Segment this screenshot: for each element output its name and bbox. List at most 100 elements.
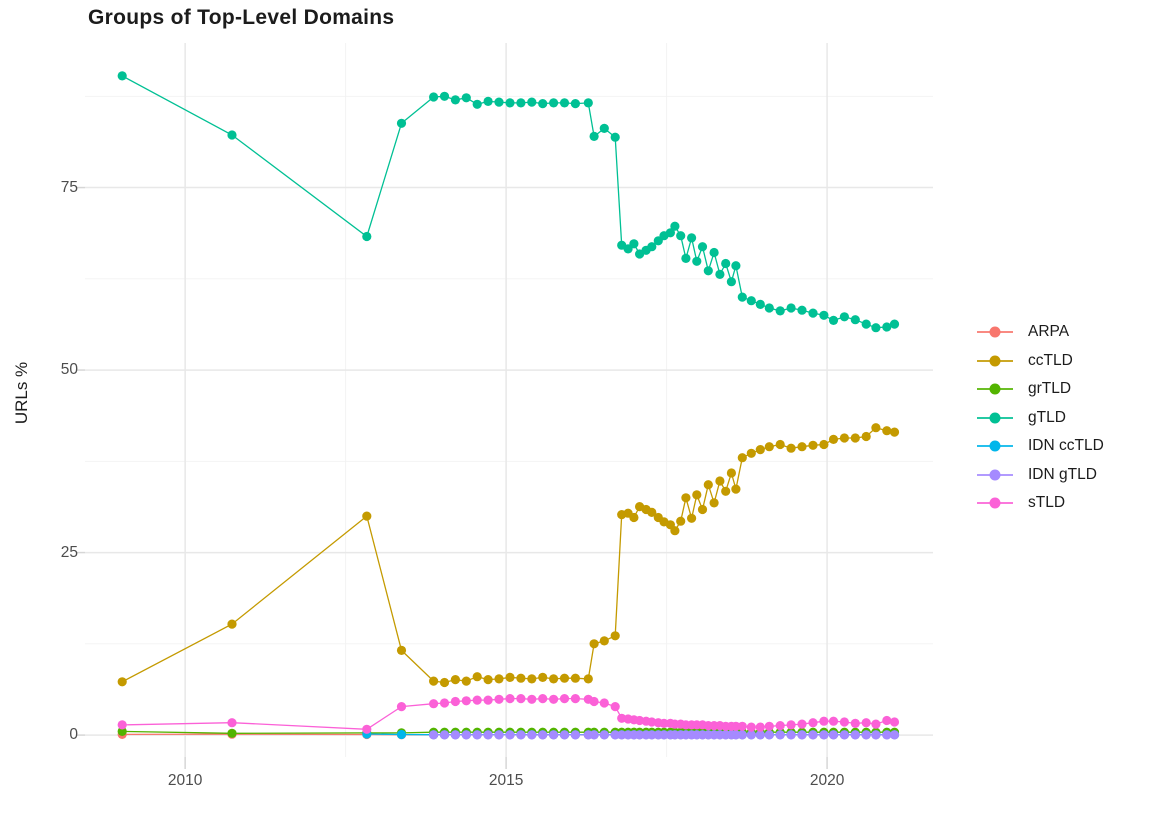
data-point xyxy=(808,308,818,318)
data-point xyxy=(819,716,829,726)
legend-key-icon xyxy=(977,326,1013,338)
data-point xyxy=(494,730,504,740)
data-point xyxy=(583,98,593,108)
data-point xyxy=(850,433,860,443)
data-point xyxy=(610,730,620,740)
data-point xyxy=(861,431,871,442)
data-point xyxy=(483,730,493,740)
data-point xyxy=(538,730,548,740)
data-point xyxy=(362,724,372,734)
data-point xyxy=(659,730,669,740)
data-point xyxy=(439,91,450,101)
data-point xyxy=(721,486,731,496)
data-point xyxy=(889,730,900,740)
data-point xyxy=(439,730,450,740)
data-point xyxy=(589,730,599,740)
data-point xyxy=(538,672,548,683)
data-point xyxy=(483,675,493,685)
legend-item-gtld: gTLD xyxy=(976,404,1104,433)
data-point xyxy=(889,427,900,437)
legend-item-label: grTLD xyxy=(1028,380,1072,398)
data-point xyxy=(797,305,807,315)
data-point xyxy=(755,722,765,732)
data-point xyxy=(861,730,871,740)
data-point xyxy=(687,513,697,523)
legend-key-icon xyxy=(977,355,1013,367)
data-point xyxy=(828,730,839,740)
legend-item-idn-gtld: IDN gTLD xyxy=(976,461,1104,490)
data-point xyxy=(687,233,697,243)
data-point xyxy=(715,476,725,486)
data-point xyxy=(786,730,796,740)
data-point xyxy=(396,702,407,712)
data-point xyxy=(882,715,892,726)
legend-item-label: IDN ccTLD xyxy=(1028,437,1104,455)
data-point xyxy=(737,730,747,740)
data-point xyxy=(429,699,439,709)
series-line-gtld xyxy=(121,75,895,329)
data-point xyxy=(709,247,719,258)
data-point xyxy=(828,315,839,325)
data-point xyxy=(764,442,774,452)
data-point xyxy=(871,423,881,433)
data-point xyxy=(617,730,627,740)
data-point xyxy=(676,516,686,526)
legend-item-cctld: ccTLD xyxy=(976,347,1104,376)
data-point xyxy=(850,730,860,740)
data-point xyxy=(227,619,237,629)
data-point xyxy=(871,730,881,740)
data-point xyxy=(828,716,839,726)
data-point xyxy=(647,242,657,252)
data-point xyxy=(494,694,504,704)
data-point xyxy=(647,507,657,517)
legend-key-icon xyxy=(977,412,1013,424)
y-tick-label: 75 xyxy=(60,178,78,196)
data-point xyxy=(882,730,892,740)
data-point xyxy=(828,434,839,444)
data-point xyxy=(808,730,818,740)
data-point xyxy=(450,730,460,740)
data-point xyxy=(889,319,900,329)
data-point xyxy=(117,71,127,81)
data-point xyxy=(697,504,708,515)
data-point xyxy=(505,98,515,108)
data-point xyxy=(396,645,407,656)
data-point xyxy=(731,484,741,494)
data-point xyxy=(589,639,599,649)
data-point xyxy=(709,498,719,508)
data-point xyxy=(505,694,515,704)
data-point xyxy=(583,674,593,684)
legend-item-label: gTLD xyxy=(1028,408,1066,426)
data-point xyxy=(775,306,785,316)
data-point xyxy=(472,695,482,705)
data-point xyxy=(396,118,407,128)
data-point xyxy=(746,448,756,458)
data-point xyxy=(746,730,756,740)
data-point xyxy=(808,718,818,728)
data-point xyxy=(527,97,537,107)
legend-item-arpa: ARPA xyxy=(976,318,1104,347)
x-tick-label: 2010 xyxy=(167,772,203,789)
data-point xyxy=(721,258,731,269)
data-point xyxy=(786,720,796,730)
data-point xyxy=(775,730,785,740)
data-point xyxy=(755,730,765,740)
data-point xyxy=(117,677,127,687)
data-point xyxy=(775,439,785,450)
data-point xyxy=(755,445,765,455)
data-point xyxy=(786,303,796,313)
legend-key-icon xyxy=(977,469,1013,481)
data-point xyxy=(737,453,747,463)
x-tick-label: 2020 xyxy=(809,772,845,789)
data-point xyxy=(450,696,460,707)
data-point xyxy=(737,721,747,731)
data-point xyxy=(559,673,570,683)
data-point xyxy=(516,98,526,108)
data-point xyxy=(429,676,439,686)
data-point xyxy=(461,676,471,686)
data-point xyxy=(570,99,580,109)
chart-title: Groups of Top-Level Domains xyxy=(88,6,395,29)
data-point xyxy=(429,92,439,102)
data-point xyxy=(665,228,676,238)
